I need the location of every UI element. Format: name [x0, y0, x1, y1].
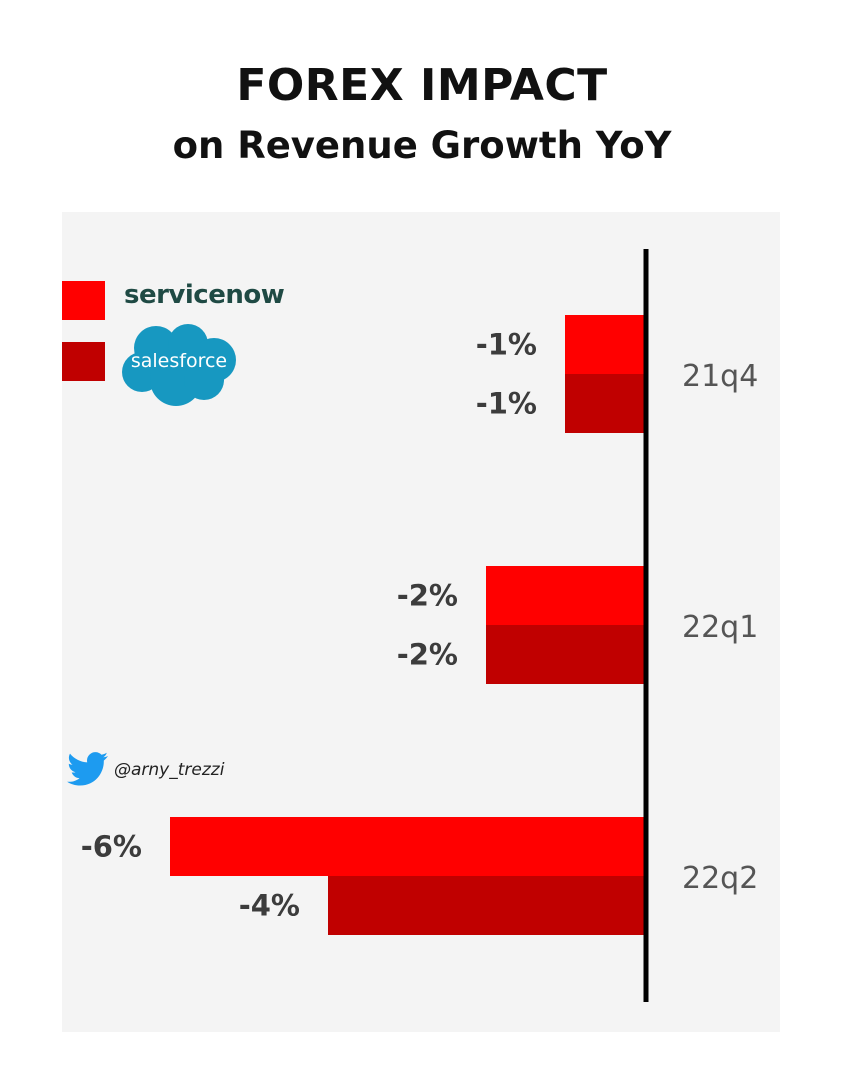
bar-salesforce-22q1 [486, 625, 644, 684]
bar-salesforce-21q4 [565, 374, 644, 433]
bar-servicenow-21q4 [565, 315, 644, 374]
chart-title: FOREX IMPACT [236, 60, 608, 111]
bar-label-servicenow-22q1: -2% [397, 579, 458, 613]
bar-label-salesforce-22q2: -4% [239, 889, 300, 923]
category-label-22q2: 22q2 [682, 861, 758, 896]
salesforce-logo: salesforce [118, 322, 240, 408]
servicenow-logo: servicenow [124, 280, 285, 310]
bar-servicenow-22q1 [486, 566, 644, 625]
legend-swatch-salesforce [62, 342, 105, 381]
bar-label-servicenow-22q2: -6% [81, 830, 142, 864]
salesforce-cloud-icon [122, 324, 236, 406]
salesforce-logo-text: salesforce [130, 350, 228, 372]
twitter-handle: @arny_trezzi [114, 760, 225, 780]
twitter-icon [66, 750, 110, 790]
chart-subtitle: on Revenue Growth YoY [172, 124, 672, 167]
category-label-21q4: 21q4 [682, 359, 758, 394]
bar-salesforce-22q2 [328, 876, 644, 935]
legend-swatch-servicenow [62, 281, 105, 320]
bar-label-salesforce-22q1: -2% [397, 638, 458, 672]
bar-label-salesforce-21q4: -1% [476, 387, 537, 421]
bar-label-servicenow-21q4: -1% [476, 328, 537, 362]
bar-servicenow-22q2 [170, 817, 644, 876]
category-label-22q1: 22q1 [682, 610, 758, 645]
